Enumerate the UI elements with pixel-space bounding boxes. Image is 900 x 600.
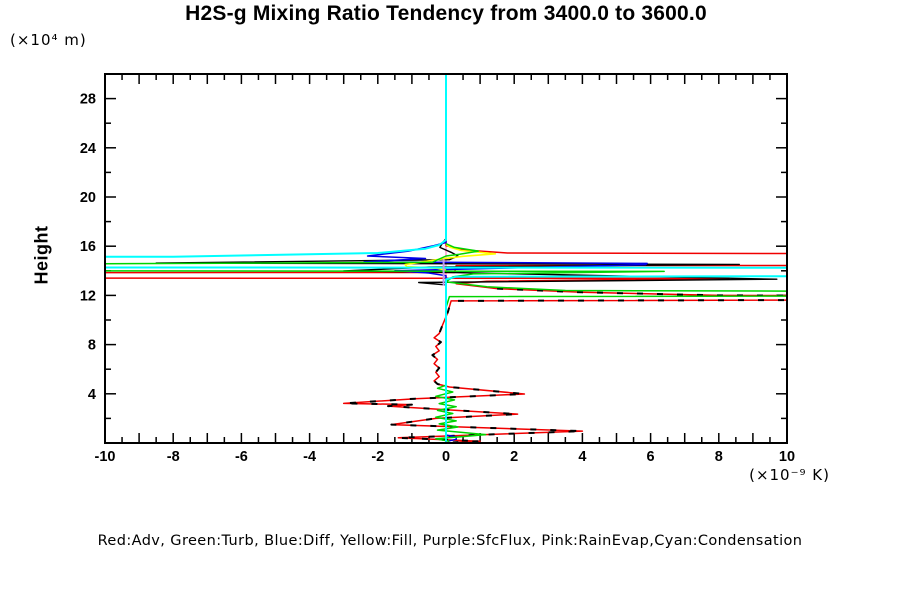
x-tick-label: -4 bbox=[303, 449, 316, 465]
series-group bbox=[104, 74, 788, 444]
y-tick-label: 4 bbox=[88, 387, 96, 403]
y-tick-label: 8 bbox=[88, 338, 96, 354]
y-axis-unit-label: (×10⁴ m) bbox=[10, 31, 87, 49]
x-tick-label: -2 bbox=[371, 449, 384, 465]
x-axis-unit-label: (×10⁻⁹ K) bbox=[749, 466, 830, 484]
series-green-turb bbox=[104, 243, 788, 442]
series-blue-diff bbox=[363, 239, 648, 442]
plot-frame bbox=[104, 73, 788, 444]
x-tick-label: 6 bbox=[647, 449, 655, 465]
y-tick-label: 28 bbox=[80, 92, 96, 108]
x-tick-label: -6 bbox=[235, 449, 248, 465]
series-cyan-condensation bbox=[104, 74, 788, 442]
x-tick-label: 0 bbox=[442, 449, 450, 465]
y-tick-label: 24 bbox=[80, 141, 96, 157]
x-tick-label: -8 bbox=[167, 449, 180, 465]
chart-title: H2S-g Mixing Ratio Tendency from 3400.0 … bbox=[185, 2, 707, 25]
legend-text: Red:Adv, Green:Turb, Blue:Diff, Yellow:F… bbox=[97, 533, 803, 549]
x-tick-label: 4 bbox=[578, 449, 586, 465]
x-tick-label: -10 bbox=[95, 449, 116, 465]
x-tick-label: 2 bbox=[510, 449, 518, 465]
y-tick-label: 12 bbox=[80, 288, 96, 304]
series-black-total-lower-dashed bbox=[342, 287, 788, 444]
y-tick-label: 16 bbox=[80, 239, 96, 255]
x-tick-label: 10 bbox=[779, 449, 795, 465]
y-tick-label: 20 bbox=[80, 190, 96, 206]
x-tick-label: 8 bbox=[715, 449, 723, 465]
series-black-total bbox=[155, 238, 778, 286]
